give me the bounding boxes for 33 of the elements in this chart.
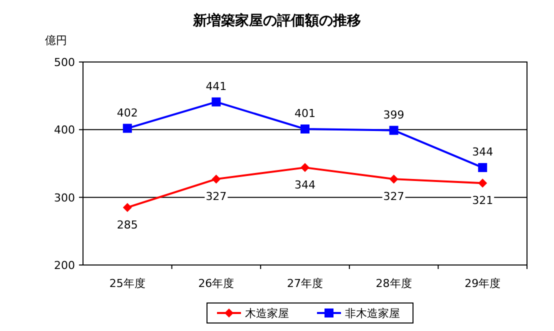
point [300, 124, 310, 134]
legend-label: 木造家屋 [245, 307, 289, 320]
x-tick-label: 26年度 [198, 277, 234, 290]
chart-title: 新増築家屋の評価額の推移 [192, 12, 361, 29]
data-label: 344 [294, 178, 316, 192]
data-label: 344 [472, 146, 494, 159]
data-label: 327 [206, 190, 227, 204]
x-tick-label: 28年度 [376, 277, 412, 290]
point [478, 178, 488, 188]
point [478, 163, 488, 172]
point [389, 174, 398, 184]
point [122, 124, 132, 133]
y-axis-title: 億円 [45, 34, 67, 47]
y-tick-label: 300 [54, 191, 75, 204]
data-label: 441 [206, 80, 227, 93]
data-label: 285 [116, 218, 138, 232]
data-label: 399 [383, 108, 404, 122]
point [212, 174, 221, 184]
point [122, 202, 132, 212]
point [389, 126, 398, 135]
y-tick-label: 400 [54, 124, 75, 137]
x-tick-label: 27年度 [287, 277, 323, 290]
data-label: 327 [383, 190, 404, 204]
x-tick-label: 29年度 [464, 277, 501, 290]
point [300, 163, 310, 172]
legend-label: 非木造家屋 [345, 307, 400, 320]
x-tick-label: 25年度 [109, 277, 146, 290]
point [212, 97, 221, 106]
data-label: 402 [116, 106, 138, 120]
y-tick-label: 500 [54, 56, 75, 69]
data-label: 321 [472, 194, 494, 208]
y-tick-label: 200 [54, 259, 75, 272]
data-label: 401 [294, 106, 316, 120]
